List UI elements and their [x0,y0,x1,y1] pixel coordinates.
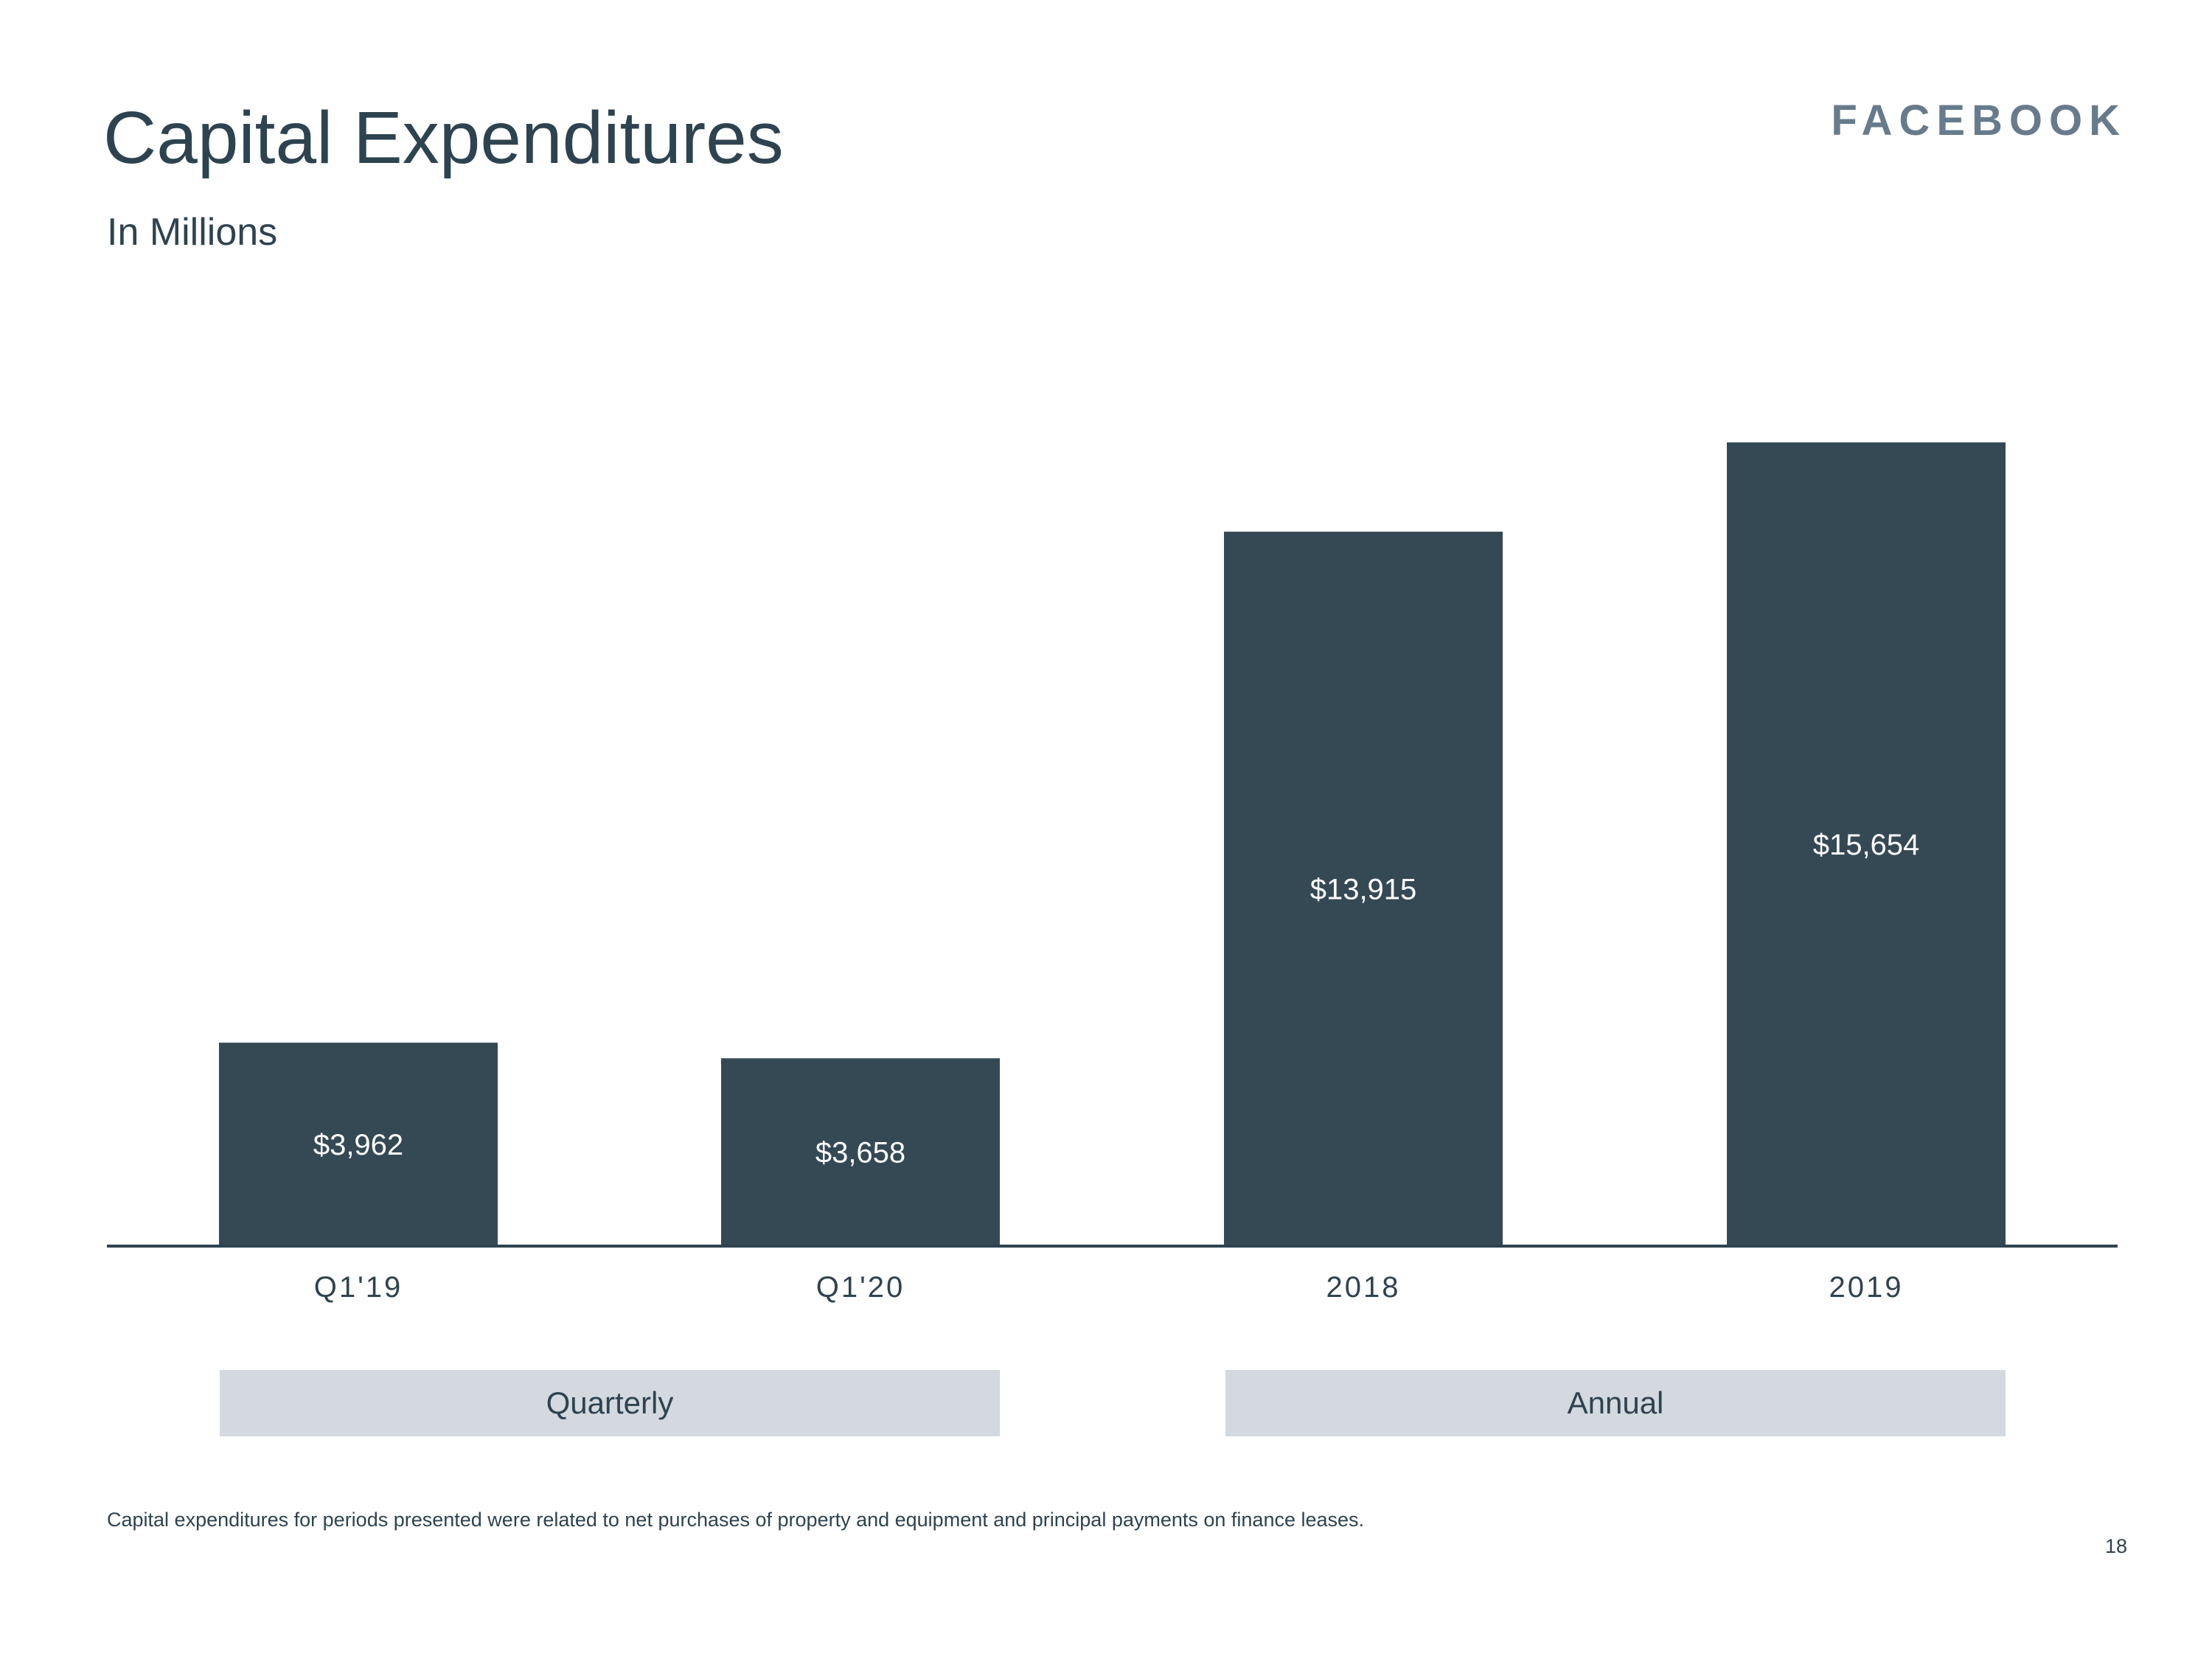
group-label-annual: Annual [1225,1370,2006,1436]
value-label-0: $3,962 [313,1129,403,1161]
tick-label-1: Q1'20 [816,1271,905,1304]
capex-bar-chart: $3,962 $3,658 $13,915 $15,654 Q1'19 Q1'20 201… [107,442,2118,1304]
value-label-1: $3,658 [815,1137,905,1169]
footnote: Capital expenditures for periods present… [107,1509,1365,1531]
facebook-logo: FACEBOOK [1831,97,2126,145]
page-number: 18 [2104,1535,2127,1557]
tick-labels-group: Q1'19 Q1'20 2018 2019 [314,1271,1904,1304]
tick-label-0: Q1'19 [314,1271,403,1304]
tick-label-3: 2019 [1829,1271,1904,1304]
bar-3 [1727,442,2006,1246]
tick-label-2: 2018 [1326,1271,1401,1304]
value-label-2: $13,915 [1310,874,1417,906]
bar-2 [1224,532,1503,1246]
bar-1 [721,1058,1000,1246]
group-label-quarterly-text: Quarterly [546,1385,674,1420]
slide-title: Capital Expenditures [103,97,784,179]
slide-subtitle: In Millions [107,211,278,254]
bar-0 [219,1043,498,1246]
group-label-quarterly: Quarterly [220,1370,1000,1436]
value-label-3: $15,654 [1813,829,1920,861]
value-labels-group: $3,962 $3,658 $13,915 $15,654 [313,829,1919,1169]
group-label-annual-text: Annual [1567,1385,1664,1420]
bars-group [219,442,2006,1246]
